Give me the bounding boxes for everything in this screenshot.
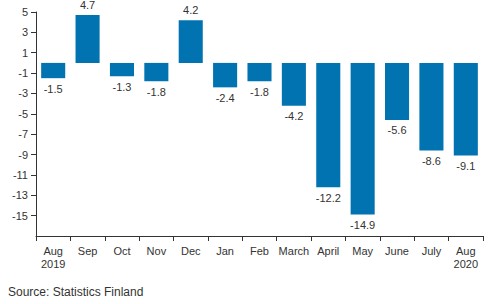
svg-text:-8.6: -8.6 bbox=[422, 155, 441, 167]
svg-text:-5.6: -5.6 bbox=[388, 124, 407, 136]
svg-text:1: 1 bbox=[22, 47, 28, 59]
svg-text:3: 3 bbox=[22, 26, 28, 38]
svg-text:-3: -3 bbox=[18, 87, 28, 99]
svg-text:Aug: Aug bbox=[43, 245, 63, 257]
svg-text:2020: 2020 bbox=[454, 258, 478, 270]
svg-text:Feb: Feb bbox=[250, 245, 269, 257]
svg-text:5: 5 bbox=[22, 6, 28, 18]
svg-text:-15: -15 bbox=[12, 210, 28, 222]
svg-text:April: April bbox=[317, 245, 339, 257]
svg-text:Jan: Jan bbox=[216, 245, 234, 257]
svg-text:-11: -11 bbox=[13, 169, 28, 181]
svg-text:-13: -13 bbox=[12, 189, 28, 201]
svg-text:May: May bbox=[352, 245, 373, 257]
svg-text:4.7: 4.7 bbox=[80, 0, 95, 11]
svg-text:-14.9: -14.9 bbox=[350, 219, 375, 231]
svg-text:-5: -5 bbox=[18, 108, 28, 120]
svg-text:-9.1: -9.1 bbox=[456, 160, 475, 172]
svg-text:June: June bbox=[385, 245, 409, 257]
svg-text:-9: -9 bbox=[18, 149, 28, 161]
svg-text:-12.2: -12.2 bbox=[316, 192, 341, 204]
svg-text:-1.8: -1.8 bbox=[147, 86, 166, 98]
svg-text:-7: -7 bbox=[18, 128, 28, 140]
svg-text:Oct: Oct bbox=[113, 245, 130, 257]
svg-text:-1.5: -1.5 bbox=[44, 83, 63, 95]
svg-text:-4.2: -4.2 bbox=[284, 110, 303, 122]
svg-text:-1: -1 bbox=[18, 67, 28, 79]
svg-text:March: March bbox=[279, 245, 310, 257]
svg-text:-1.3: -1.3 bbox=[112, 81, 131, 93]
svg-text:July: July bbox=[422, 245, 442, 257]
svg-text:-2.4: -2.4 bbox=[216, 92, 235, 104]
svg-text:2019: 2019 bbox=[41, 258, 65, 270]
svg-text:-1.8: -1.8 bbox=[250, 86, 269, 98]
svg-text:4.2: 4.2 bbox=[183, 4, 198, 16]
svg-text:Aug: Aug bbox=[456, 245, 476, 257]
svg-text:Dec: Dec bbox=[181, 245, 201, 257]
svg-text:Sep: Sep bbox=[78, 245, 98, 257]
svg-text:Source: Statistics Finland: Source: Statistics Finland bbox=[8, 285, 143, 299]
svg-text:Nov: Nov bbox=[147, 245, 167, 257]
